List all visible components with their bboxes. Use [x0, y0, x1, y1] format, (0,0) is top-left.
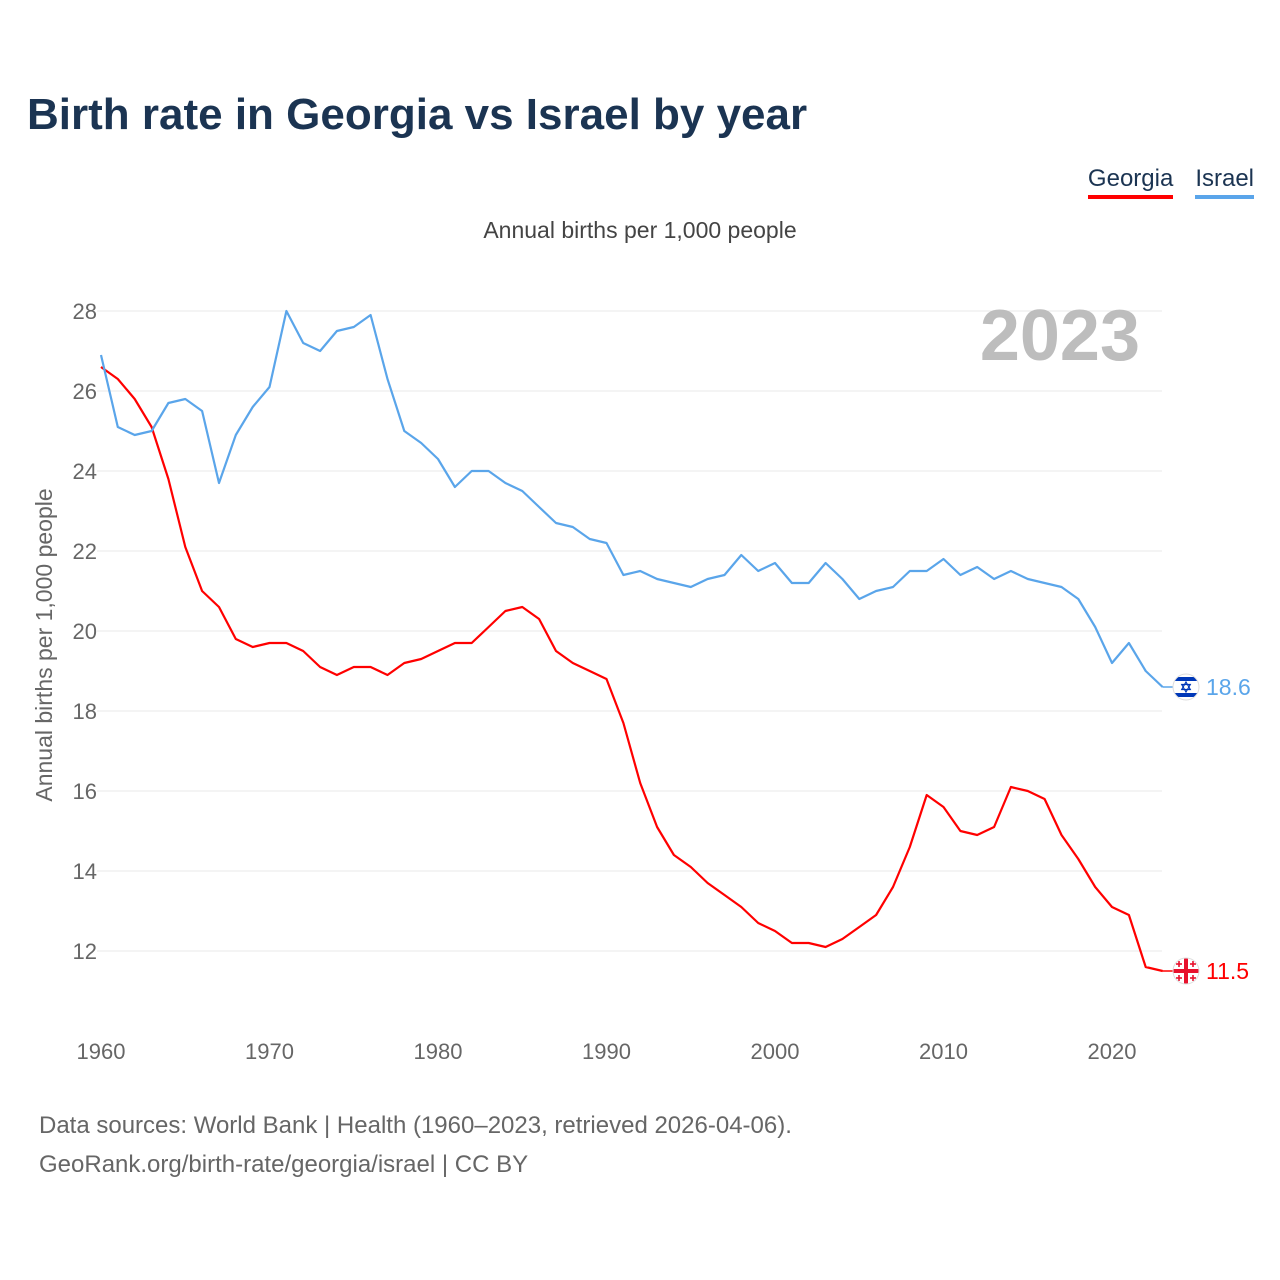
- y-tick-label: 18: [73, 699, 97, 724]
- x-tick-label: 1990: [582, 1039, 631, 1064]
- source-line-2[interactable]: GeoRank.org/birth-rate/georgia/israel | …: [39, 1151, 529, 1178]
- y-tick-label: 20: [73, 619, 97, 644]
- year-watermark: 2023: [980, 296, 1140, 376]
- chart-title: Birth rate in Georgia vs Israel by year: [27, 90, 808, 139]
- end-value-label-georgia: 11.5: [1206, 958, 1249, 984]
- legend-georgia[interactable]: Georgia: [1087, 165, 1174, 199]
- x-tick-label: 2020: [1088, 1039, 1137, 1064]
- x-tick-label: 2010: [919, 1039, 968, 1064]
- y-tick-label: 14: [73, 859, 97, 884]
- series-line-georgia: [100, 366, 1163, 973]
- series-line-israel: [99, 309, 1164, 688]
- source-line-1: Data sources: World Bank | Health (1960–…: [39, 1112, 792, 1139]
- y-tick-label: 28: [73, 299, 97, 324]
- y-tick-label: 26: [73, 379, 97, 404]
- y-axis-label: Annual births per 1,000 people: [31, 488, 57, 801]
- y-tick-label: 22: [73, 539, 97, 564]
- end-value-label-israel: 18.6: [1206, 674, 1251, 700]
- y-tick-label: 12: [73, 939, 97, 964]
- source-note: Data sources: World Bank | Health (1960–…: [39, 1106, 792, 1184]
- chart-subtitle: Annual births per 1,000 people: [483, 217, 797, 243]
- x-tick-label: 2000: [751, 1039, 800, 1064]
- y-tick-label: 16: [73, 779, 97, 804]
- y-tick-label: 24: [73, 459, 97, 484]
- legend-israel[interactable]: Israel: [1195, 165, 1254, 199]
- x-tick-label: 1980: [414, 1039, 463, 1064]
- israel-flag-icon: [1172, 673, 1200, 701]
- x-tick-label: 1970: [245, 1039, 294, 1064]
- georgia-flag-icon: [1172, 957, 1200, 985]
- legend: Georgia Israel: [1087, 165, 1254, 199]
- x-tick-label: 1960: [77, 1039, 126, 1064]
